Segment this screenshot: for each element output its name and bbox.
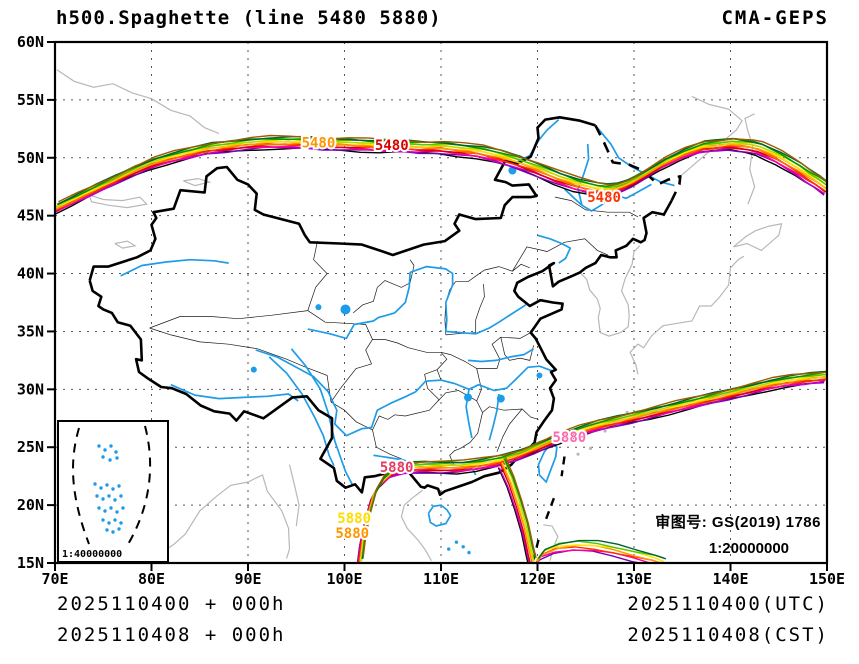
inset-island-dot [107, 521, 111, 525]
inset-map [72, 425, 152, 547]
inset-dashed-boundary [126, 425, 152, 547]
y-tick-label: 30N [17, 380, 44, 398]
x-tick-label: 100E [326, 570, 362, 588]
contour-label: 5880 [337, 511, 371, 527]
contour-member-5880 [500, 462, 533, 563]
inset-island-dot [119, 521, 123, 525]
inset-island-dot [103, 448, 107, 452]
y-tick-label: 55N [17, 91, 44, 109]
plot-frame [53, 40, 829, 565]
model-name: CMA-GEPS [721, 7, 829, 29]
inset-island-dot [101, 518, 105, 522]
inset-island-dot [97, 444, 101, 448]
inset-island-dot [111, 530, 115, 534]
inset-island-dot [119, 494, 123, 498]
y-tick-label: 40N [17, 265, 44, 283]
x-tick-label: 80E [138, 570, 165, 588]
inset-island-dot [115, 456, 119, 460]
contour-member-5880 [498, 467, 531, 563]
y-tick-label: 45N [17, 207, 44, 225]
contour-member-5480 [55, 146, 825, 214]
inset-island-dot [117, 527, 121, 531]
x-tick-label: 70E [41, 570, 68, 588]
inset-island-dot [114, 450, 118, 454]
x-tick-label: 90E [234, 570, 261, 588]
x-tick-label: 150E [809, 570, 845, 588]
inset-island-dot [99, 486, 103, 490]
province-borders [149, 196, 639, 470]
contour-label: 5880 [380, 460, 414, 476]
inset-island-dot [113, 518, 117, 522]
contour-member-5880 [503, 458, 536, 558]
contour-member-5480 [58, 134, 827, 203]
footer-init-time-utc: 2025110400 + 000h [57, 593, 286, 615]
y-tick-label: 25N [17, 438, 44, 456]
x-tick-label: 130E [616, 570, 652, 588]
inset-island-dot [113, 498, 117, 502]
inset-island-dot [117, 484, 121, 488]
contour-label: 5480 [587, 190, 621, 206]
main-scale-label: 1:20000000 [708, 540, 789, 557]
y-tick-label: 60N [17, 33, 44, 51]
grid-lines [55, 42, 827, 563]
contour-member-5880 [504, 456, 537, 558]
inset-scale-label: 1:40000000 [62, 549, 123, 560]
x-tick-label: 110E [423, 570, 459, 588]
contour-member-5880 [536, 549, 643, 563]
inset-island-dot [93, 482, 97, 486]
inset-island-dot [97, 506, 101, 510]
inset-island-dot [105, 528, 109, 532]
inset-island-dot [103, 509, 107, 513]
chart-title: h500.Spaghette (line 5480 5880) [56, 7, 442, 29]
axis-ticks: 70E 80E 90E 100E 110E 120E 130E 140E 150E 15N 20N 2… [17, 33, 845, 588]
south-china-sea-inset: 1:40000000 [57, 420, 169, 563]
contour-member-5880 [357, 380, 825, 563]
contour-member-5880 [502, 458, 535, 562]
contour-label: 5880 [552, 430, 586, 446]
contour-member-5480 [55, 143, 827, 212]
inset-island-dot [109, 444, 113, 448]
inset-island-dot [115, 510, 119, 514]
y-tick-label: 20N [17, 496, 44, 514]
y-tick-label: 15N [17, 554, 44, 572]
inset-island-dot [108, 458, 112, 462]
footer-valid-time-cst: 2025110408(CST) [627, 624, 829, 646]
contour-label: 5480 [302, 136, 336, 152]
contour-member-5880 [535, 544, 665, 563]
inset-island-dot [107, 494, 111, 498]
footer-init-time-cst: 2025110408 + 000h [57, 624, 286, 646]
inset-dashed-boundary [72, 427, 90, 545]
contour-label: 5880 [335, 526, 369, 542]
contour-member-5880 [537, 539, 667, 560]
inset-island-dot [101, 497, 105, 501]
inset-island-dot [101, 455, 105, 459]
inset-island-dot [105, 483, 109, 487]
contour-member-5880 [497, 467, 529, 563]
inset-island-dot [111, 487, 115, 491]
footer-valid-time-utc: 2025110400(UTC) [627, 593, 829, 615]
x-tick-label: 120E [519, 570, 555, 588]
ensemble-contours [55, 134, 827, 563]
y-tick-label: 35N [17, 322, 44, 340]
contour-member-5880 [534, 549, 653, 563]
contour-member-5880 [362, 371, 827, 557]
contour-member-5880 [501, 462, 534, 563]
y-tick-label: 50N [17, 149, 44, 167]
contour-label: 5480 [375, 138, 409, 154]
map-approval-number: 审图号: GS(2019) 1786 [655, 514, 821, 531]
contour-member-5880 [499, 463, 532, 563]
inset-island-dot [121, 506, 125, 510]
inset-island-dot [95, 494, 99, 498]
inset-island-dot [109, 506, 113, 510]
x-tick-label: 140E [712, 570, 748, 588]
